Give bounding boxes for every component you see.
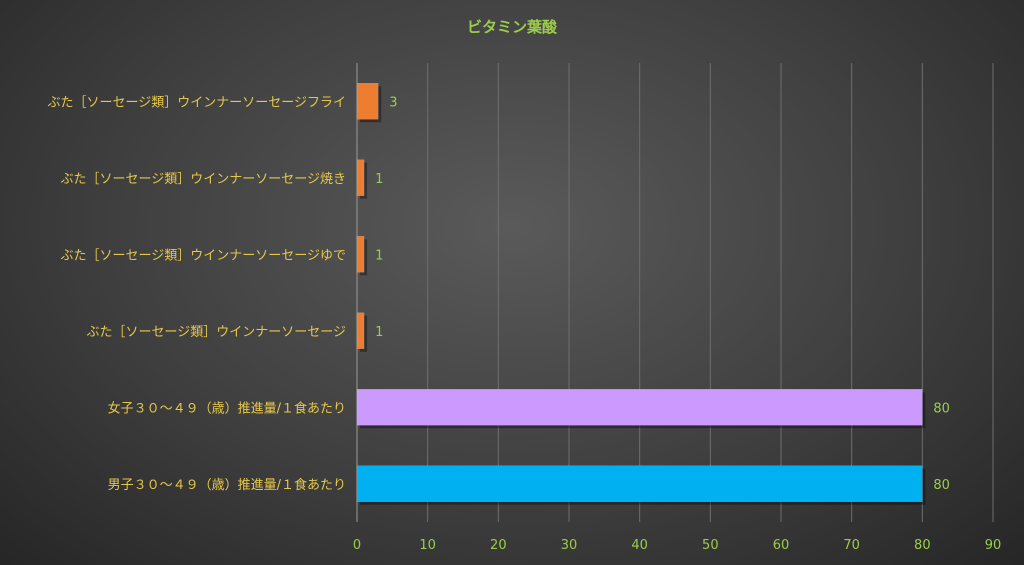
data-label: 80 (933, 478, 950, 493)
x-tick-label: 90 (985, 538, 1002, 553)
x-tick-label: 30 (561, 538, 578, 553)
data-label: 1 (375, 248, 383, 263)
category-label: ぶた［ソーセージ類］ウインナーソーセージゆで (61, 248, 346, 263)
category-label: 女子３０～４９（歳）推進量/１食あたり (108, 400, 346, 416)
x-tick-label: 0 (353, 538, 361, 553)
x-tick-label: 50 (702, 538, 719, 553)
data-label: 3 (389, 95, 397, 110)
x-axis-tick-labels: 0 10 20 30 40 50 60 70 80 90 (353, 538, 1001, 553)
x-tick-label: 20 (490, 538, 507, 553)
x-tick-label: 70 (843, 538, 860, 553)
bars (356, 83, 926, 505)
gridlines (356, 63, 994, 522)
category-label: ぶた［ソーセージ類］ウインナーソーセージフライ (48, 95, 346, 110)
x-tick-label: 10 (419, 538, 436, 553)
bar (356, 389, 923, 426)
bar (356, 159, 365, 196)
category-label: ぶた［ソーセージ類］ウインナーソーセージ (87, 325, 346, 340)
data-label: 1 (375, 172, 383, 187)
category-labels: ぶた［ソーセージ類］ウインナーソーセージフライぶた［ソーセージ類］ウインナーソー… (48, 95, 346, 493)
data-labels: 3 1 1 1 80 80 (375, 95, 950, 493)
category-label: ぶた［ソーセージ類］ウインナーソーセージ焼き (61, 172, 346, 187)
bar (356, 83, 379, 120)
bar (356, 312, 365, 349)
data-label: 1 (375, 325, 383, 340)
bar (356, 236, 365, 273)
category-label: 男子３０～４９（歳）推進量/１食あたり (108, 477, 346, 493)
data-label: 80 (933, 401, 950, 416)
bar (356, 465, 923, 502)
x-tick-label: 60 (773, 538, 790, 553)
x-tick-label: 80 (914, 538, 931, 553)
x-tick-label: 40 (631, 538, 648, 553)
chart-title: ビタミン葉酸 (467, 18, 558, 36)
